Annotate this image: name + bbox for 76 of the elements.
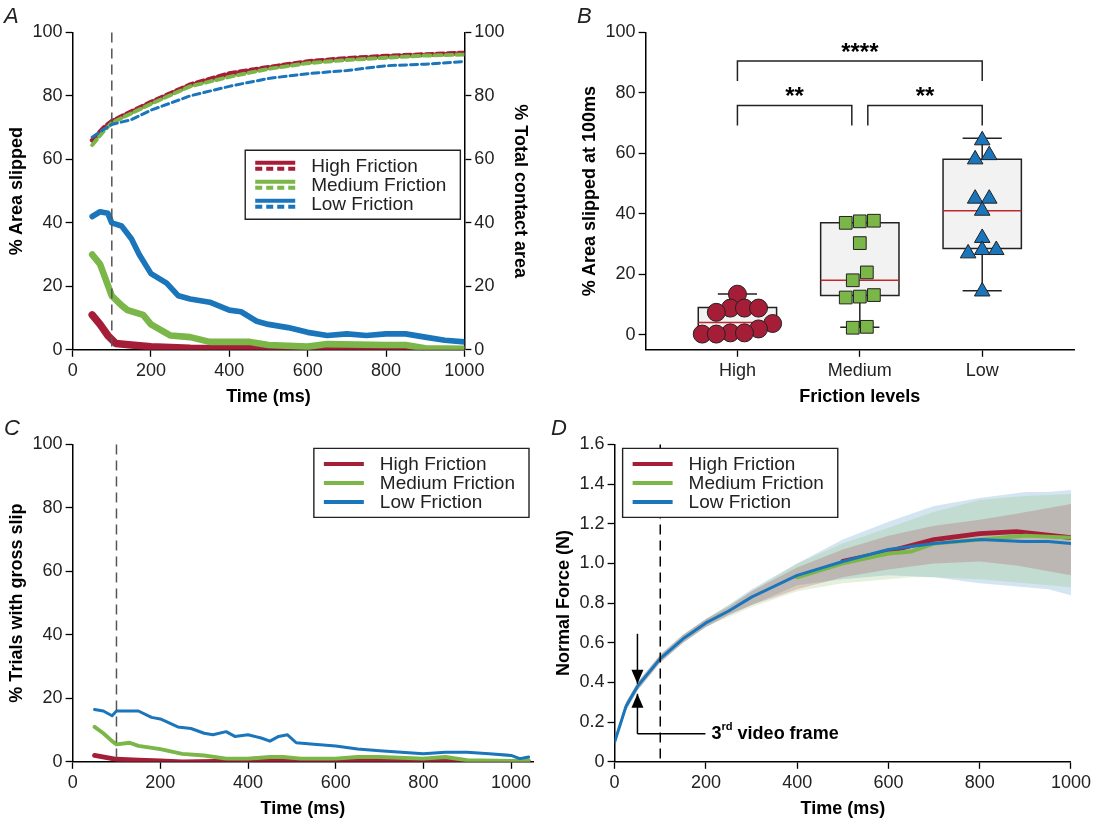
legend-label: High Friction [311,154,418,176]
y-axis-title: % Area slipped [5,126,26,256]
legend-label: Low Friction [379,491,483,513]
legend-label: High Friction [379,453,487,475]
y-tick-label: 1.0 [579,552,605,573]
x-tick-label: 0 [67,359,78,380]
x-tick-label: 1000 [1050,771,1091,792]
y-axis-title: % Area slipped at 100ms [578,85,599,297]
y-tick-label: 0 [594,750,605,771]
y-tick-label: 80 [42,84,63,105]
y-tick-label: 100 [605,21,636,42]
y-tick-label: 40 [42,211,63,232]
annotation: **** [841,37,880,65]
x-tick-label: 1000 [444,359,485,380]
y-axis-title: % Trials with gross slip [5,503,26,703]
y-axis-title: Normal Force (N) [552,530,573,677]
y2-tick-label: 20 [474,275,495,296]
line-series [90,60,465,139]
y-tick-label: 1.2 [579,512,605,533]
y-tick-label: 0 [625,323,636,344]
x-tick-label: 400 [782,771,813,792]
legend-label: Low Friction [311,192,414,214]
x-axis-title: Time (ms) [800,798,886,819]
annotation: ** [915,82,936,110]
y-tick-label: 20 [42,275,63,296]
y-tick-label: 40 [42,623,63,644]
x-tick-label: High [718,359,756,380]
y-tick-label: 60 [615,142,636,163]
x-tick-label: 1000 [491,771,532,792]
y2-tick-label: 60 [474,148,495,169]
legend-label: Low Friction [688,491,792,513]
y-tick-label: 0 [52,338,63,359]
chart-title: B [577,3,592,29]
y-tick-label: 100 [32,433,63,454]
chart-title: C [4,415,20,441]
y-tick-label: 0.6 [579,631,605,652]
y-tick-label: 60 [42,560,63,581]
y2-tick-label: 0 [474,338,485,359]
y-tick-label: 80 [615,81,636,102]
y-tick-label: 0.8 [579,592,605,613]
x-axis-title: Time (ms) [226,386,311,407]
x-tick-label: 800 [408,771,439,792]
x-tick-label: 200 [145,771,176,792]
x-tick-label: 600 [873,771,904,792]
x-tick-label: 200 [690,771,721,792]
y-tick-label: 0.2 [579,711,605,732]
y2-tick-label: 80 [474,84,495,105]
x-tick-label: 600 [320,771,351,792]
y-tick-label: 80 [42,496,63,517]
x-tick-label: 400 [214,359,245,380]
x-axis-title: Friction levels [799,386,921,407]
x-tick-label: Low [965,359,1000,380]
y2-tick-label: 40 [474,211,495,232]
y-tick-label: 1.6 [579,433,605,454]
y-tick-label: 20 [42,687,63,708]
y-tick-label: 0.4 [579,671,605,692]
x-tick-label: 400 [232,771,264,792]
x-tick-label: 800 [371,359,402,380]
x-tick-label: Medium [827,359,892,380]
annotation: ** [785,82,805,110]
y2-tick-label: 100 [474,21,505,42]
x-tick-label: 200 [135,359,166,380]
x-axis-title: Time (ms) [260,798,346,819]
x-tick-label: 0 [67,771,78,792]
y-tick-label: 20 [615,263,636,284]
chart-title: A [2,3,19,29]
y-tick-label: 40 [615,202,636,223]
x-tick-label: 600 [292,359,323,380]
x-tick-label: 800 [964,771,995,792]
y-tick-label: 1.4 [579,473,605,494]
y-tick-label: 0 [52,750,63,771]
legend-label: High Friction [688,453,796,475]
y2-axis-title: % Total contact area [511,104,532,279]
chart-title: D [551,415,567,441]
y-tick-label: 60 [42,148,63,169]
y-tick-label: 100 [32,21,63,42]
